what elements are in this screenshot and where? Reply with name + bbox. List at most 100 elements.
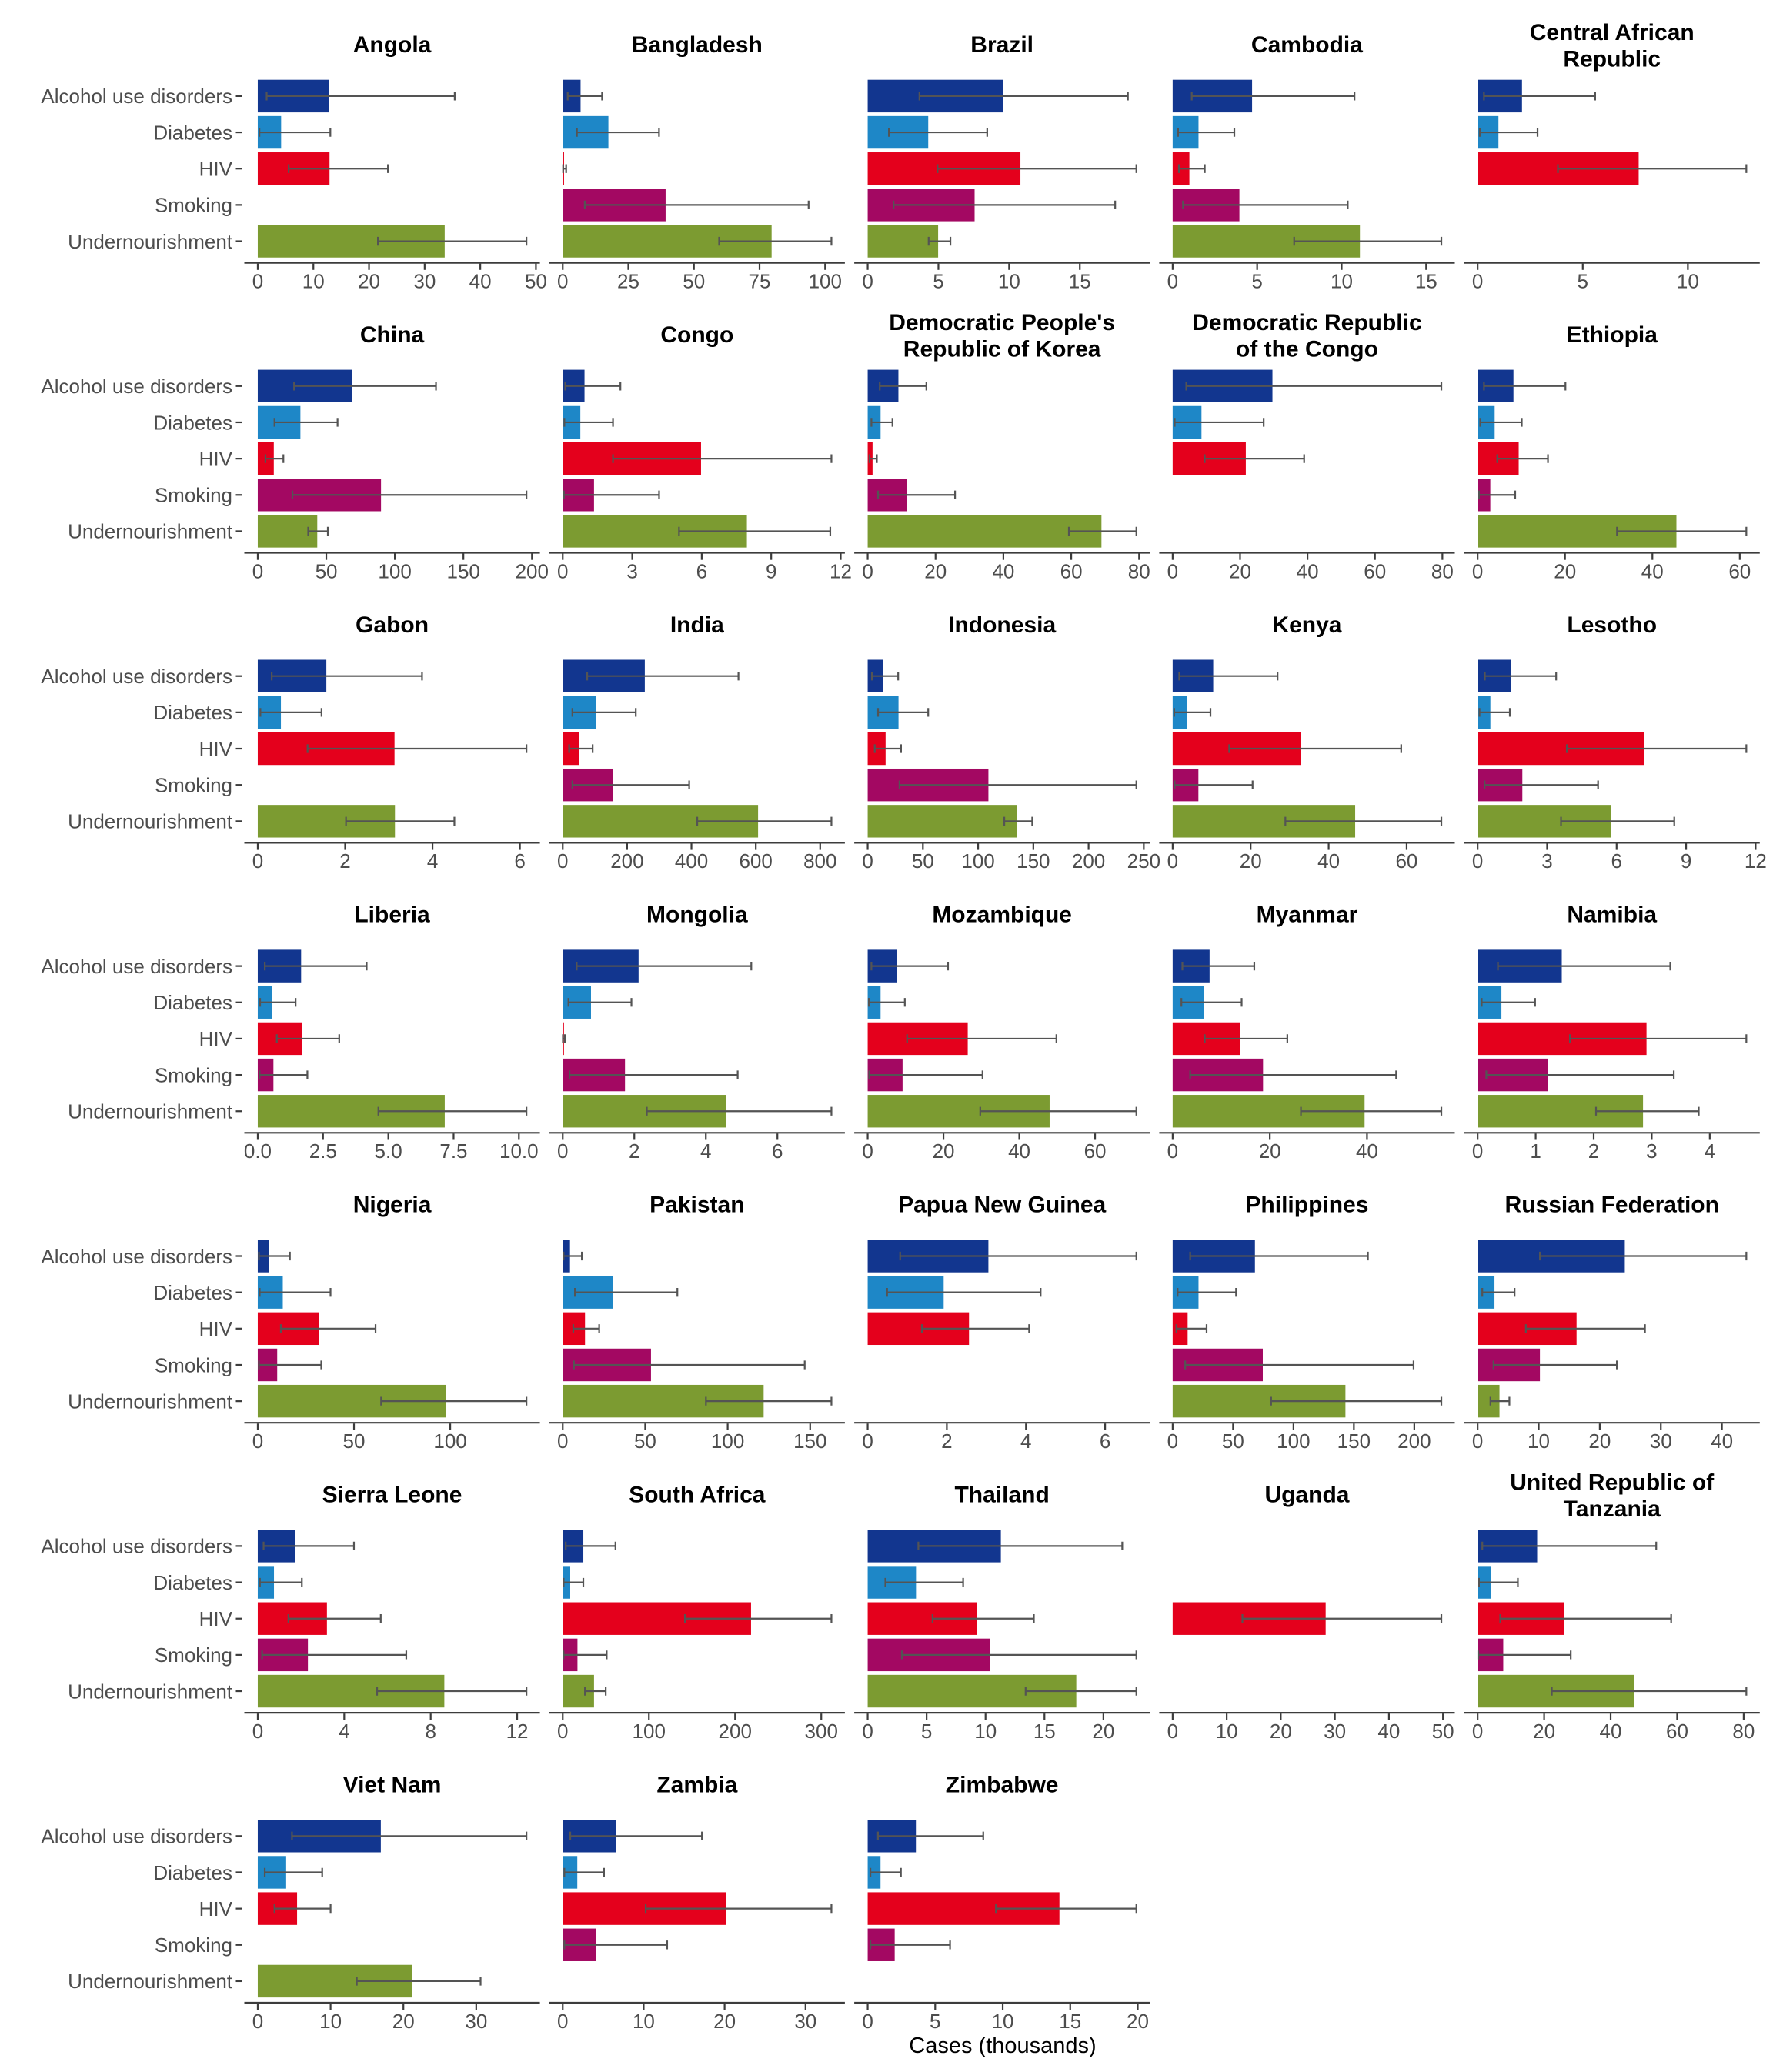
- svg-text:10.0: 10.0: [499, 1139, 539, 1163]
- svg-text:0: 0: [862, 559, 873, 582]
- svg-text:2: 2: [1588, 1139, 1599, 1163]
- svg-text:India: India: [670, 612, 724, 638]
- svg-text:Cambodia: Cambodia: [1251, 32, 1363, 58]
- svg-text:Thailand: Thailand: [954, 1483, 1049, 1508]
- svg-text:20: 20: [924, 559, 947, 582]
- svg-text:0: 0: [557, 2010, 568, 2033]
- svg-text:0: 0: [1167, 1139, 1178, 1163]
- svg-text:0: 0: [862, 269, 873, 292]
- svg-text:6: 6: [1100, 1430, 1110, 1453]
- svg-text:40: 40: [992, 559, 1014, 582]
- svg-text:20: 20: [1554, 559, 1576, 582]
- svg-text:0: 0: [1167, 269, 1178, 292]
- svg-text:HIV: HIV: [199, 1607, 233, 1630]
- svg-text:Namibia: Namibia: [1567, 903, 1657, 928]
- svg-text:0: 0: [862, 2010, 873, 2033]
- svg-text:40: 40: [1356, 1139, 1378, 1163]
- svg-text:75: 75: [749, 269, 771, 292]
- svg-text:400: 400: [675, 849, 708, 873]
- svg-text:30: 30: [1324, 1720, 1346, 1743]
- svg-text:Alcohol use disorders: Alcohol use disorders: [41, 1245, 232, 1268]
- svg-text:Russian Federation: Russian Federation: [1505, 1193, 1719, 1218]
- svg-text:50: 50: [634, 1430, 656, 1453]
- svg-text:0: 0: [557, 559, 568, 582]
- svg-text:Nigeria: Nigeria: [353, 1193, 432, 1218]
- svg-text:Undernourishment: Undernourishment: [68, 810, 233, 833]
- svg-text:20: 20: [1588, 1430, 1611, 1453]
- svg-text:6: 6: [514, 849, 525, 873]
- svg-text:Undernourishment: Undernourishment: [68, 1100, 233, 1123]
- svg-text:60: 60: [1666, 1720, 1688, 1743]
- svg-text:1: 1: [1530, 1139, 1541, 1163]
- svg-text:0: 0: [557, 849, 568, 873]
- svg-text:0: 0: [557, 1720, 568, 1743]
- svg-text:Congo: Congo: [660, 322, 733, 348]
- svg-text:80: 80: [1128, 559, 1150, 582]
- svg-text:10: 10: [1677, 269, 1699, 292]
- svg-text:60: 60: [1728, 559, 1751, 582]
- svg-text:0: 0: [1472, 1430, 1483, 1453]
- svg-text:Alcohol use disorders: Alcohol use disorders: [41, 1825, 232, 1848]
- svg-text:0: 0: [1167, 1720, 1178, 1743]
- svg-text:4: 4: [339, 1720, 349, 1743]
- svg-text:Diabetes: Diabetes: [153, 121, 232, 144]
- svg-text:60: 60: [1364, 559, 1386, 582]
- svg-text:0: 0: [1472, 559, 1483, 582]
- svg-text:30: 30: [465, 2010, 487, 2033]
- svg-text:Smoking: Smoking: [155, 194, 232, 217]
- svg-text:12: 12: [830, 559, 852, 582]
- svg-text:100: 100: [433, 1430, 466, 1453]
- svg-text:20: 20: [713, 2010, 736, 2033]
- svg-text:6: 6: [772, 1139, 783, 1163]
- svg-text:800: 800: [803, 849, 836, 873]
- svg-text:150: 150: [446, 559, 479, 582]
- svg-text:Diabetes: Diabetes: [153, 411, 232, 434]
- svg-text:Diabetes: Diabetes: [153, 1281, 232, 1304]
- svg-text:Lesotho: Lesotho: [1567, 612, 1657, 638]
- svg-text:Papua New Guinea: Papua New Guinea: [898, 1193, 1106, 1218]
- svg-text:0: 0: [862, 1430, 873, 1453]
- svg-text:Alcohol use disorders: Alcohol use disorders: [41, 375, 232, 398]
- svg-text:30: 30: [413, 269, 436, 292]
- svg-text:15: 15: [1059, 2010, 1081, 2033]
- svg-text:Tanzania: Tanzania: [1564, 1496, 1661, 1522]
- svg-text:Philippines: Philippines: [1245, 1193, 1368, 1218]
- svg-text:100: 100: [378, 559, 411, 582]
- svg-text:2: 2: [629, 1139, 639, 1163]
- svg-text:Smoking: Smoking: [155, 1063, 232, 1086]
- svg-text:Undernourishment: Undernourishment: [68, 230, 233, 253]
- svg-text:Smoking: Smoking: [155, 1934, 232, 1957]
- svg-text:Smoking: Smoking: [155, 484, 232, 507]
- svg-text:3: 3: [626, 559, 637, 582]
- svg-text:Brazil: Brazil: [970, 32, 1033, 58]
- svg-text:0: 0: [252, 1720, 263, 1743]
- svg-text:150: 150: [1017, 849, 1050, 873]
- svg-text:2: 2: [941, 1430, 952, 1453]
- svg-text:30: 30: [794, 2010, 816, 2033]
- svg-text:300: 300: [805, 1720, 838, 1743]
- svg-text:200: 200: [1072, 849, 1105, 873]
- svg-text:20: 20: [1092, 1720, 1114, 1743]
- svg-text:China: China: [360, 322, 425, 348]
- svg-text:80: 80: [1431, 559, 1454, 582]
- svg-text:150: 150: [1337, 1430, 1371, 1453]
- svg-text:0: 0: [1167, 559, 1178, 582]
- svg-text:200: 200: [719, 1720, 752, 1743]
- svg-text:6: 6: [696, 559, 707, 582]
- svg-text:200: 200: [610, 849, 643, 873]
- svg-text:Republic: Republic: [1563, 46, 1661, 72]
- svg-text:of the Congo: of the Congo: [1236, 336, 1378, 362]
- svg-text:0.0: 0.0: [244, 1139, 272, 1163]
- svg-text:20: 20: [1533, 1720, 1555, 1743]
- svg-text:Bangladesh: Bangladesh: [632, 32, 763, 58]
- svg-text:Indonesia: Indonesia: [948, 612, 1056, 638]
- svg-text:Liberia: Liberia: [354, 903, 430, 928]
- svg-text:10: 10: [1528, 1430, 1550, 1453]
- svg-text:0: 0: [1472, 1720, 1483, 1743]
- svg-text:0: 0: [252, 1430, 263, 1453]
- svg-text:Democratic Republic: Democratic Republic: [1192, 310, 1421, 335]
- svg-text:4: 4: [1020, 1430, 1031, 1453]
- svg-text:20: 20: [1270, 1720, 1292, 1743]
- svg-text:50: 50: [316, 559, 338, 582]
- svg-text:HIV: HIV: [199, 447, 233, 470]
